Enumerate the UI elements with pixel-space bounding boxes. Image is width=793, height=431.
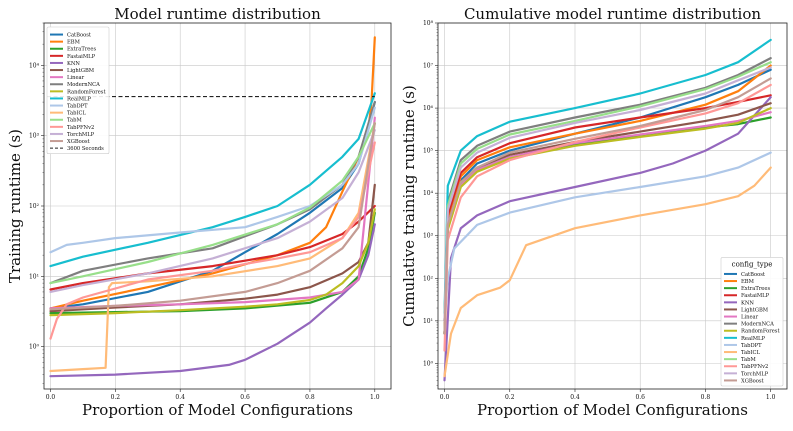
series-line-tabdpt [49, 106, 376, 254]
legend-label: TabDPT [741, 343, 762, 349]
y-tick-label: 10² [29, 203, 40, 210]
series-line-randomforest [49, 208, 376, 317]
y-tick-label: 10³ [423, 233, 434, 240]
x-axis-title: Proportion of Model Configurations [82, 401, 353, 419]
y-tick-label: 10² [423, 275, 434, 282]
series-line-randomforest [443, 107, 772, 335]
series-line-xgboost [443, 77, 772, 335]
legend-title: config_type [732, 260, 773, 268]
legend-label: RealMLP [741, 336, 765, 342]
y-tick-label: 10⁰ [29, 344, 40, 351]
legend-label: TorchMLP [67, 132, 95, 138]
x-tick-label: 0.2 [505, 394, 515, 401]
series-line-knn [443, 96, 772, 382]
legend-label: TorchMLP [741, 371, 769, 377]
x-tick-label: 0.0 [440, 394, 450, 401]
legend-label: ExtraTrees [67, 47, 96, 53]
y-tick-label: 10¹ [29, 273, 39, 280]
series-line-tabdpt [443, 151, 772, 322]
legend-label: TabDPT [67, 103, 88, 109]
y-tick-label: 10⁷ [423, 63, 434, 70]
legend-label: KNN [741, 300, 754, 306]
series-line-fastaimlp [443, 94, 772, 322]
legend-label: RandomForest [67, 89, 106, 95]
legend-label: FastaiMLP [67, 54, 96, 60]
legend-label: XGBoost [741, 378, 765, 384]
x-tick-label: 0.6 [240, 394, 250, 401]
legend-label: TabPFNv2 [67, 125, 94, 131]
series-line-realmlp [443, 38, 772, 315]
series-line-tabm [443, 61, 772, 322]
series-line-tabpfnv2 [49, 141, 376, 340]
x-tick-label: 0.2 [111, 394, 121, 401]
chart-panel-1: 0.0 0.2 0.4 0.6 0.8 1.0 10⁰ 10¹ 10² 10³ 10⁴ Model r… [6, 5, 392, 419]
x-axis-title: Proportion of Model Configurations [477, 401, 748, 419]
y-tick-label: 10⁸ [423, 20, 434, 27]
x-tick-label: 0.8 [701, 394, 711, 401]
legend-label: Linear [67, 75, 85, 81]
legend-label: RealMLP [67, 96, 91, 102]
series-group [49, 36, 376, 378]
legend-label: ModernNCA [67, 82, 100, 88]
legend-label: ModernNCA [741, 322, 774, 328]
y-tick-label: 10⁰ [423, 360, 434, 367]
x-tick-label: 0.6 [635, 394, 645, 401]
legend-label: TabM [741, 357, 756, 363]
y-tick-label: 10³ [29, 133, 40, 140]
y-tick-label: 10⁴ [29, 62, 40, 69]
legend: config_type CatBoostEBMExtraTreesFastaiML… [720, 257, 784, 387]
series-group [443, 38, 772, 382]
y-tick-label: 10⁵ [423, 148, 434, 155]
y-axis-title: Training runtime (s) [6, 129, 24, 283]
y-axis-title: Cumulative training runtime (s) [400, 85, 418, 327]
series-line-xgboost [49, 122, 376, 311]
legend-label: XGBoost [67, 139, 91, 145]
legend-label: EBM [67, 40, 81, 46]
legend-label: TabICL [67, 111, 86, 117]
series-line-realmlp [49, 92, 376, 268]
x-tick-label: 0.0 [46, 394, 56, 401]
chart-panel-2: 0.0 0.2 0.4 0.6 0.8 1.0 10⁰ 10¹ 10² 10³ 10⁴ 10⁵ 10⁶ 1… [400, 5, 788, 419]
legend-label: TabM [67, 118, 82, 124]
legend-label: 3600 Seconds [67, 146, 104, 152]
chart-title: Model runtime distribution [114, 5, 321, 23]
legend: CatBoost EBMExtraTreesFastaiMLPKNNLightGB… [46, 26, 110, 154]
x-tick-label: 0.4 [570, 394, 580, 401]
chart-title: Cumulative model runtime distribution [464, 5, 761, 23]
legend-label: ExtraTrees [741, 286, 770, 292]
series-line-torchmlp [443, 66, 772, 322]
series-line-knn [49, 223, 376, 378]
legend-label: TabPFNv2 [741, 364, 768, 370]
legend-label: EBM [741, 279, 755, 285]
x-tick-label: 1.0 [370, 394, 380, 401]
series-line-tabicl [443, 166, 772, 378]
legend-label: Linear [741, 314, 759, 320]
legend-label: LightGBM [741, 307, 769, 313]
legend-label: FastaiMLP [741, 293, 770, 299]
x-tick-label: 0.4 [175, 394, 185, 401]
legend-label: CatBoost [741, 272, 766, 278]
legend-box [46, 26, 110, 154]
x-tick-label: 1.0 [766, 394, 776, 401]
series-line-tabpfnv2 [443, 83, 772, 352]
legend-label: RandomForest [741, 329, 780, 335]
legend-label: CatBoost [67, 32, 92, 38]
gridlines [44, 23, 391, 389]
series-line-tabm [49, 122, 376, 285]
series-line-torchmlp [49, 129, 376, 293]
y-tick-label: 10⁶ [423, 105, 434, 112]
legend-label: LightGBM [67, 68, 95, 74]
y-tick-label: 10⁴ [423, 190, 434, 197]
x-tick-label: 0.8 [305, 394, 315, 401]
legend-label: TabICL [741, 350, 760, 356]
legend-label: KNN [67, 61, 80, 67]
y-tick-label: 10¹ [423, 318, 433, 325]
legend-box [720, 257, 784, 387]
